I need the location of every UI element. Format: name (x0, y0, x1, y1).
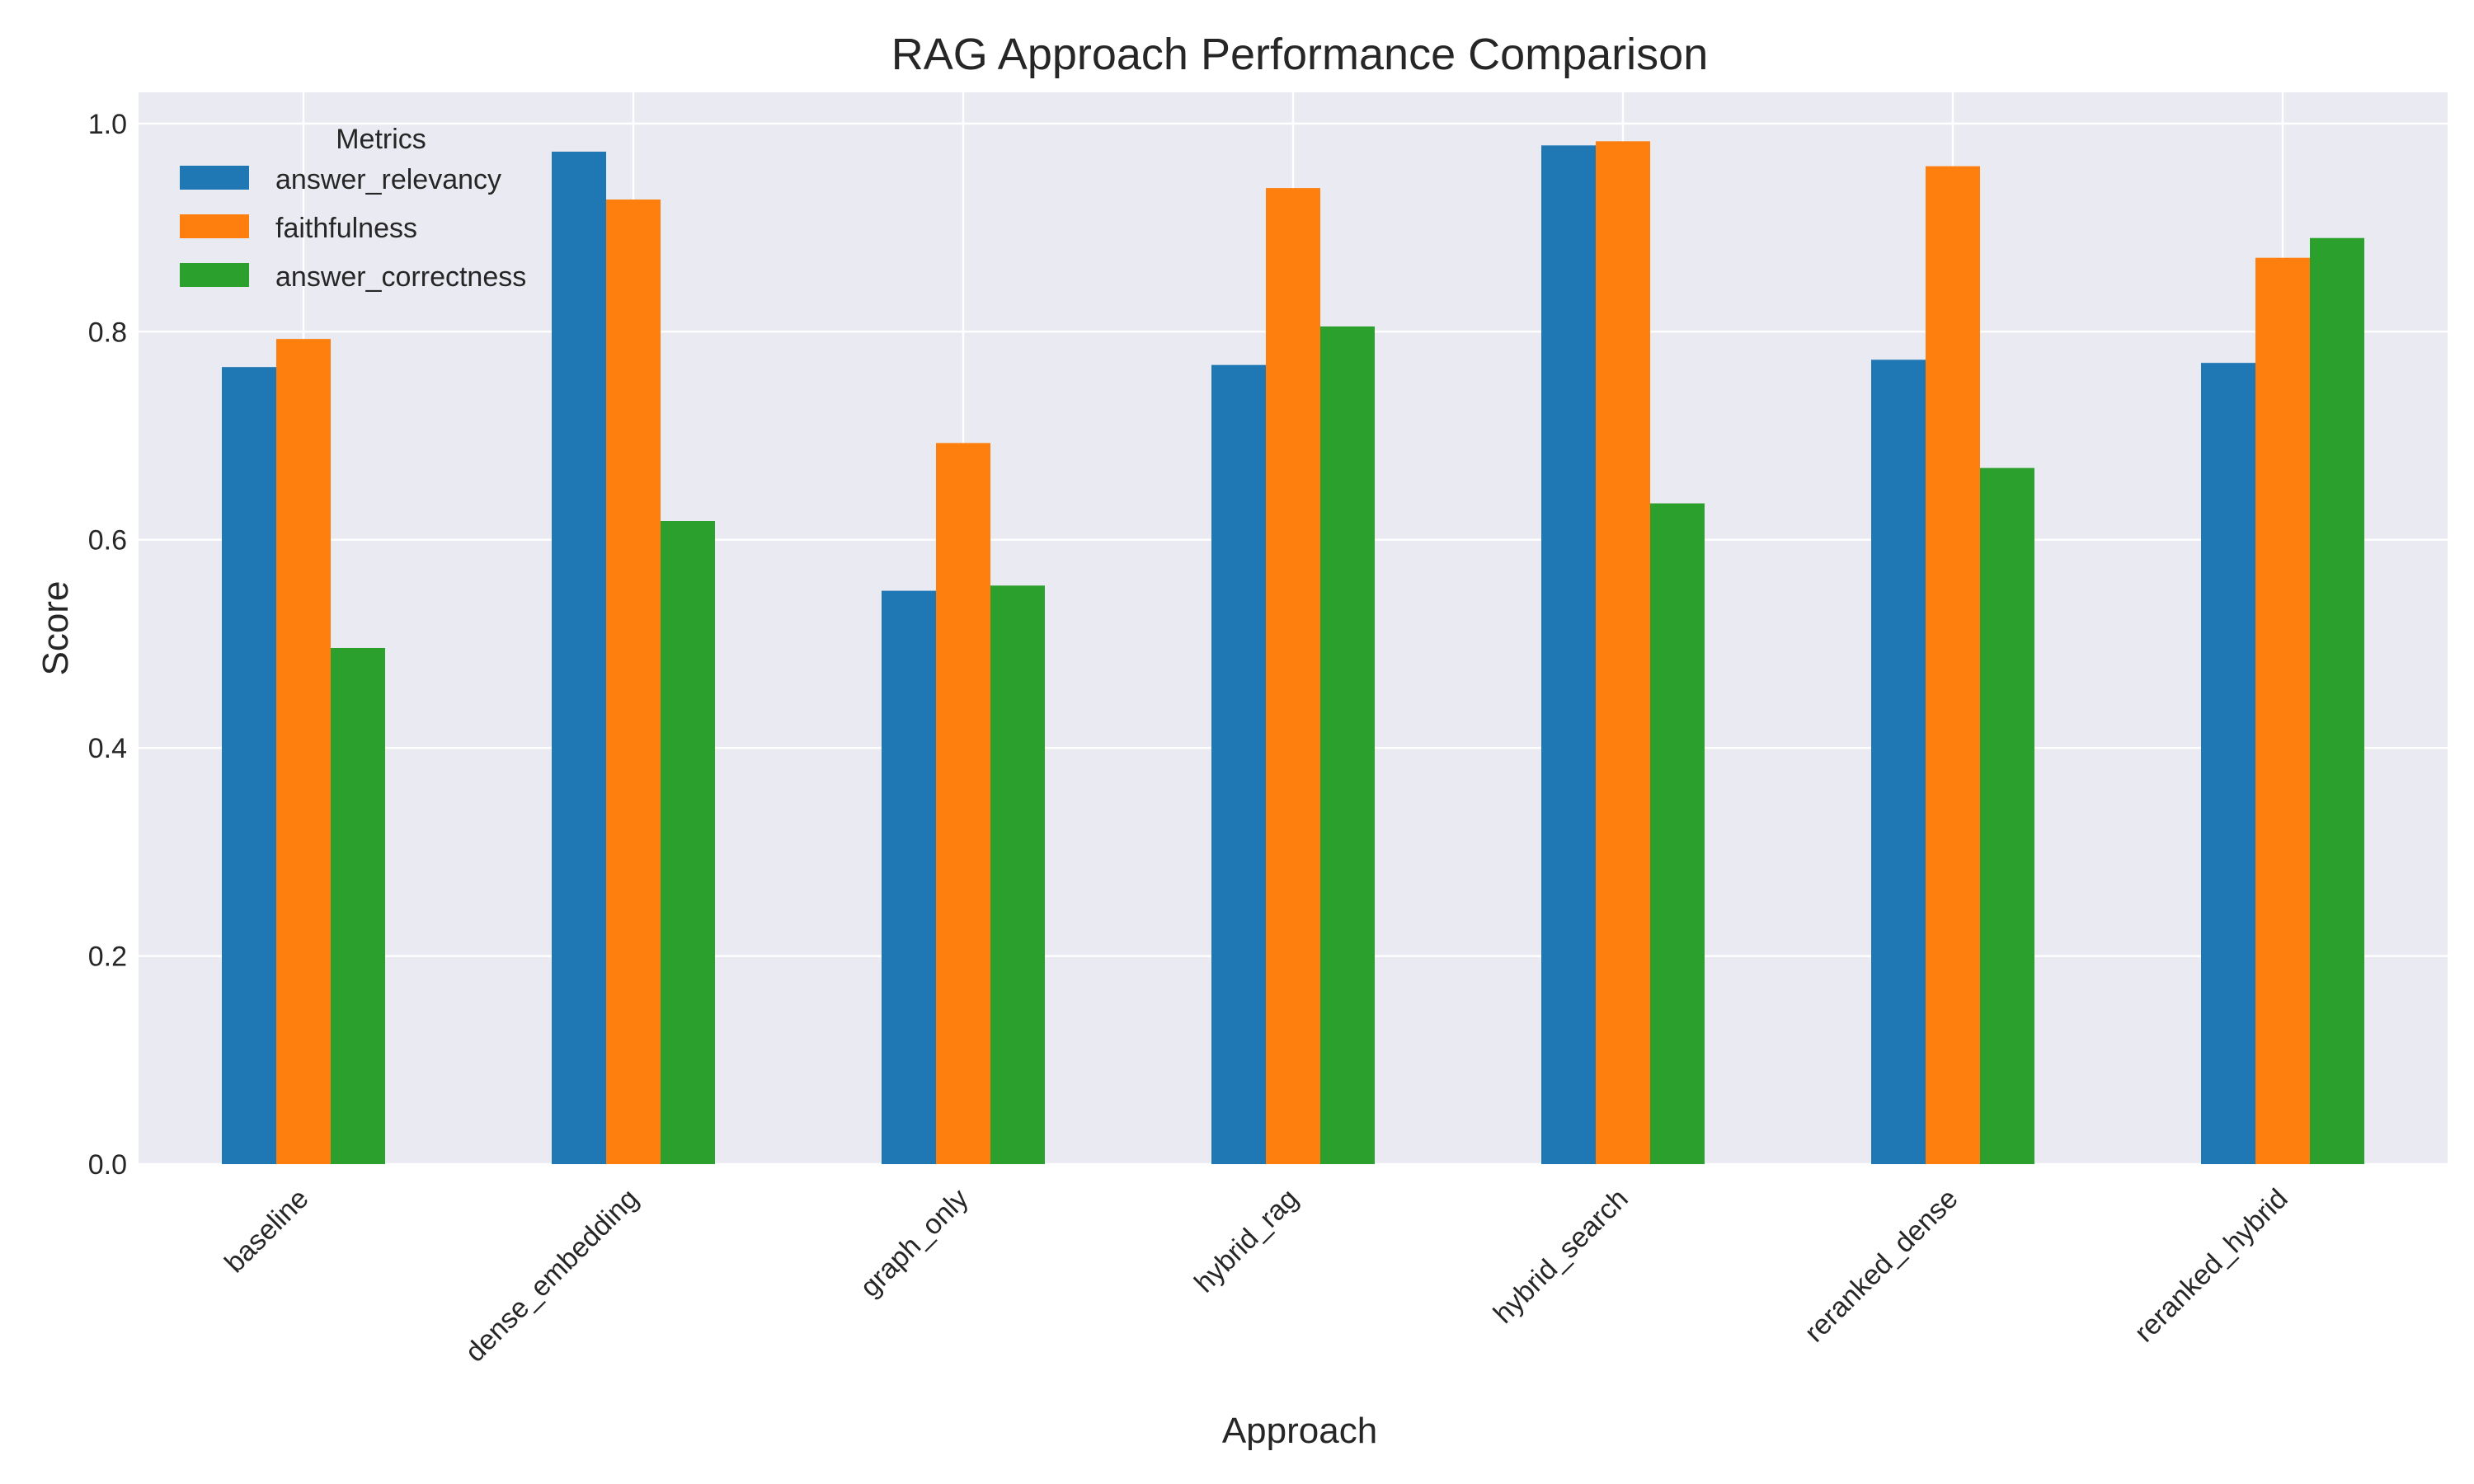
bar-answer_correctness-hybrid_rag (1320, 326, 1375, 1164)
bars (222, 141, 2364, 1165)
bar-faithfulness-hybrid_rag (1266, 188, 1320, 1165)
legend-swatch-answer_correctness (180, 263, 249, 287)
legend-label: answer_relevancy (275, 164, 501, 195)
y-tick-label: 0.0 (88, 1149, 127, 1181)
bar-faithfulness-dense_embedding (606, 200, 661, 1164)
x-tick-label: reranked_dense (1799, 1183, 1964, 1349)
legend-label: faithfulness (275, 213, 417, 244)
legend-swatch-answer_relevancy (180, 166, 249, 190)
y-axis-ticks: 0.0 0.2 0.4 0.6 0.8 1.0 (88, 109, 127, 1181)
bar-answer_correctness-hybrid_search (1650, 503, 1705, 1164)
bar-answer_correctness-baseline (331, 647, 385, 1164)
chart-title: RAG Approach Performance Comparison (891, 30, 1708, 79)
legend-swatch-faithfulness (180, 214, 249, 238)
x-axis-label: Approach (1222, 1411, 1377, 1451)
x-tick-label: baseline (219, 1183, 314, 1279)
bar-answer_relevancy-hybrid_search (1541, 145, 1596, 1165)
legend-title: Metrics (336, 124, 426, 155)
bar-answer_relevancy-hybrid_rag (1211, 364, 1266, 1164)
bar-faithfulness-graph_only (936, 443, 990, 1164)
y-tick-label: 0.8 (88, 317, 127, 348)
bar-answer_correctness-graph_only (990, 585, 1045, 1164)
bar-answer_relevancy-reranked_dense (1871, 359, 1926, 1165)
bar-faithfulness-reranked_hybrid (2255, 257, 2310, 1164)
x-axis-ticks: baseline dense_embedding graph_only hybrid_… (219, 1183, 2293, 1369)
bar-answer_correctness-dense_embedding (661, 521, 715, 1164)
bar-faithfulness-baseline (276, 339, 331, 1164)
y-tick-label: 0.2 (88, 942, 127, 973)
legend: Metrics answer_relevancy faithfulness answ… (180, 124, 526, 293)
legend-label: answer_correctness (275, 261, 526, 293)
bar-faithfulness-hybrid_search (1596, 141, 1650, 1164)
x-tick-label: reranked_hybrid (2128, 1183, 2294, 1349)
x-tick-label: graph_only (854, 1183, 975, 1303)
y-tick-label: 0.4 (88, 733, 127, 764)
bar-answer_relevancy-graph_only (882, 590, 936, 1164)
bar-answer_relevancy-reranked_hybrid (2201, 363, 2255, 1164)
y-axis-label: Score (35, 581, 76, 676)
bar-answer_correctness-reranked_dense (1980, 467, 2034, 1164)
bar-answer_correctness-reranked_hybrid (2310, 237, 2364, 1165)
x-tick-label: dense_embedding (459, 1183, 645, 1369)
y-tick-label: 1.0 (88, 109, 127, 140)
y-tick-label: 0.6 (88, 525, 127, 556)
x-tick-label: hybrid_search (1488, 1183, 1634, 1330)
bar-answer_relevancy-baseline (222, 367, 276, 1165)
x-tick-label: hybrid_rag (1188, 1183, 1304, 1298)
bar-answer_relevancy-dense_embedding (552, 151, 606, 1164)
bar-faithfulness-reranked_dense (1926, 166, 1980, 1164)
